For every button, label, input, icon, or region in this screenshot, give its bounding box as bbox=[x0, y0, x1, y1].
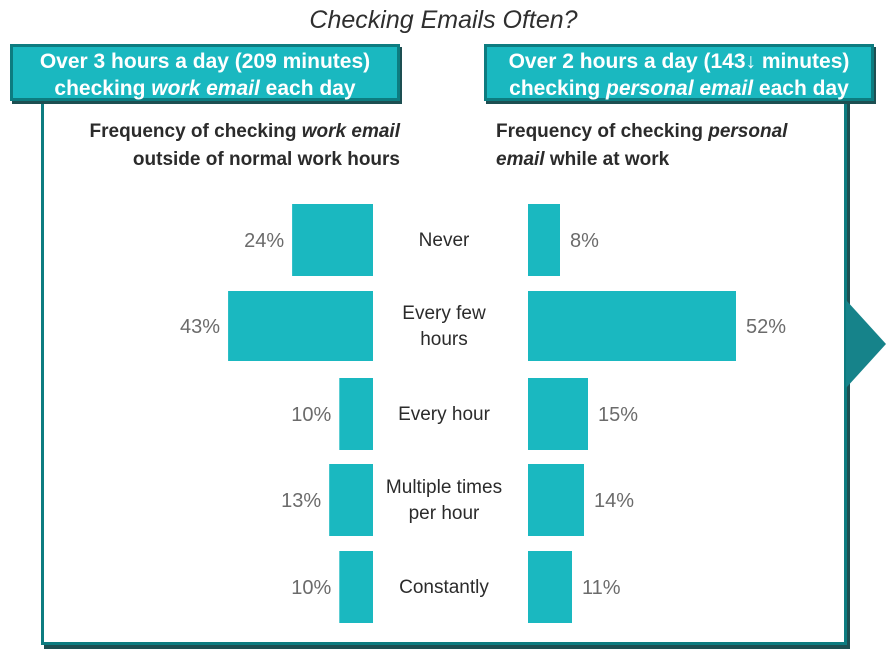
personal-value-label: 15% bbox=[598, 404, 638, 426]
category-label: Every few bbox=[402, 303, 486, 324]
personal-email-banner: Over 2 hours a day (143↓ minutes) checki… bbox=[484, 44, 874, 101]
personal-bar bbox=[528, 291, 736, 361]
personal-value-label: 8% bbox=[570, 230, 599, 252]
personal-bar bbox=[528, 551, 572, 623]
chart-title: Checking Emails Often? bbox=[309, 6, 578, 34]
category-label: Constantly bbox=[399, 577, 489, 598]
personal-value-label: 14% bbox=[594, 490, 634, 512]
work-email-subhead: Frequency of checking work email outside… bbox=[89, 121, 400, 170]
arrow-right-icon bbox=[846, 300, 886, 388]
personal-bar bbox=[528, 378, 588, 450]
work-bar bbox=[329, 464, 373, 536]
work-banner-line2: checking work email each day bbox=[54, 77, 356, 100]
category-label: hours bbox=[420, 329, 468, 350]
work-value-label: 10% bbox=[291, 404, 331, 426]
work-bar bbox=[339, 378, 373, 450]
work-bar bbox=[339, 551, 373, 623]
personal-value-label: 52% bbox=[746, 316, 786, 338]
work-value-label: 13% bbox=[281, 490, 321, 512]
category-label: Multiple times bbox=[386, 477, 502, 498]
personal-bar bbox=[528, 204, 560, 276]
work-bar bbox=[292, 204, 373, 276]
work-email-banner: Over 3 hours a day (209 minutes) checkin… bbox=[10, 44, 400, 101]
personal-banner-line2: checking personal email each day bbox=[509, 77, 849, 100]
work-bar bbox=[228, 291, 373, 361]
category-label: Never bbox=[419, 230, 470, 251]
personal-bar bbox=[528, 464, 584, 536]
work-value-label: 24% bbox=[244, 230, 284, 252]
work-value-label: 43% bbox=[180, 316, 220, 338]
category-label: Every hour bbox=[398, 404, 491, 425]
category-label: per hour bbox=[409, 503, 480, 524]
personal-value-label: 11% bbox=[582, 577, 621, 599]
personal-email-subhead: Frequency of checking personal email whi… bbox=[496, 121, 788, 170]
work-banner-line1: Over 3 hours a day (209 minutes) bbox=[39, 50, 371, 73]
personal-banner-line1: Over 2 hours a day (143↓ minutes) bbox=[508, 50, 850, 73]
work-value-label: 10% bbox=[291, 577, 331, 599]
